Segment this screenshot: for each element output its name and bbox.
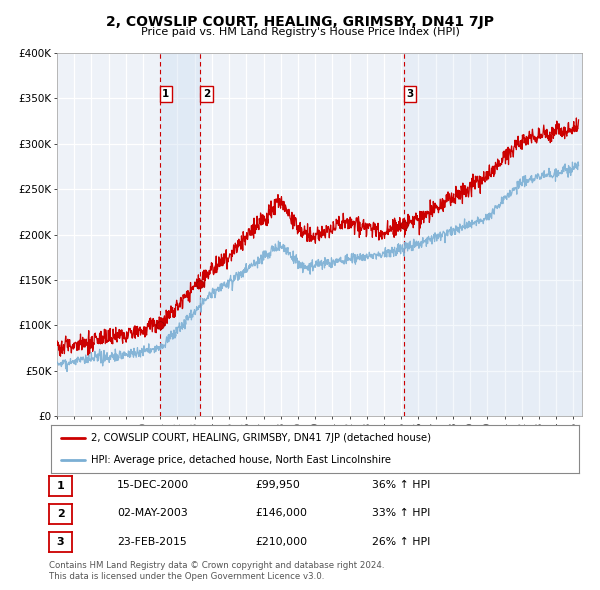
Text: 2: 2 (203, 89, 210, 99)
Text: 2, COWSLIP COURT, HEALING, GRIMSBY, DN41 7JP: 2, COWSLIP COURT, HEALING, GRIMSBY, DN41… (106, 15, 494, 30)
Text: 2, COWSLIP COURT, HEALING, GRIMSBY, DN41 7JP (detached house): 2, COWSLIP COURT, HEALING, GRIMSBY, DN41… (91, 433, 431, 443)
Text: 36% ↑ HPI: 36% ↑ HPI (372, 480, 430, 490)
Text: 02-MAY-2003: 02-MAY-2003 (117, 509, 188, 518)
Text: £210,000: £210,000 (255, 537, 307, 546)
Bar (160, 53, 200, 416)
Text: £99,950: £99,950 (255, 480, 300, 490)
Text: HPI: Average price, detached house, North East Lincolnshire: HPI: Average price, detached house, Nort… (91, 455, 391, 465)
Text: This data is licensed under the Open Government Licence v3.0.: This data is licensed under the Open Gov… (49, 572, 325, 581)
Text: 1: 1 (162, 89, 169, 99)
Text: 33% ↑ HPI: 33% ↑ HPI (372, 509, 430, 518)
Text: 2: 2 (57, 509, 64, 519)
Text: 15-DEC-2000: 15-DEC-2000 (117, 480, 189, 490)
Text: 23-FEB-2015: 23-FEB-2015 (117, 537, 187, 546)
Text: 26% ↑ HPI: 26% ↑ HPI (372, 537, 430, 546)
Bar (404, 53, 582, 416)
Text: 3: 3 (57, 537, 64, 547)
Text: 3: 3 (406, 89, 413, 99)
Text: Contains HM Land Registry data © Crown copyright and database right 2024.: Contains HM Land Registry data © Crown c… (49, 561, 385, 570)
Text: £146,000: £146,000 (255, 509, 307, 518)
Text: 1: 1 (57, 481, 64, 490)
Text: Price paid vs. HM Land Registry's House Price Index (HPI): Price paid vs. HM Land Registry's House … (140, 27, 460, 37)
